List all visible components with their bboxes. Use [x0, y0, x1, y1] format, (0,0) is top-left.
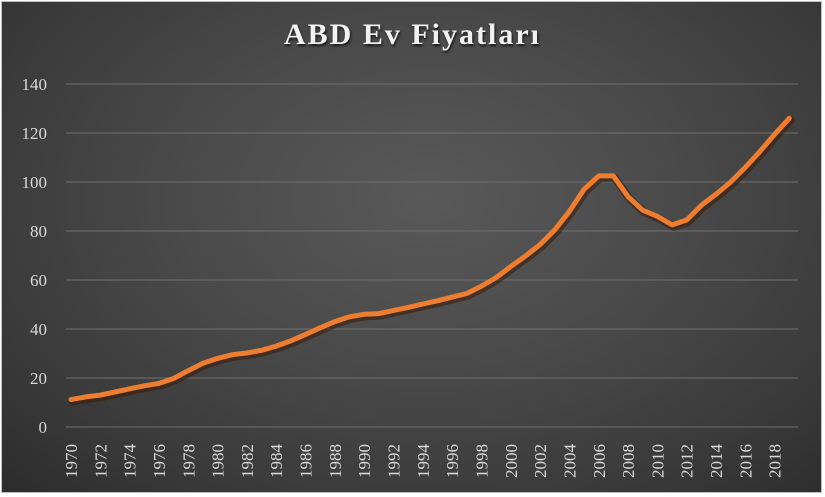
- x-tick-label: 2018: [766, 444, 785, 478]
- y-tick-label: 40: [30, 320, 47, 339]
- x-tick-label: 1998: [472, 444, 491, 478]
- x-tick-label: 2004: [560, 444, 579, 479]
- x-axis-ticks: 1970 1972 1974 1976 1978 1980 1982 1984 1986 1988…: [62, 444, 785, 479]
- x-tick-label: 2010: [648, 444, 667, 478]
- x-tick-label: 1988: [326, 444, 345, 478]
- y-tick-label: 100: [22, 173, 48, 192]
- chart-title: ABD Ev Fiyatları: [284, 18, 541, 51]
- x-tick-label: 2008: [619, 444, 638, 478]
- x-tick-label: 1982: [238, 444, 257, 478]
- x-tick-label: 1990: [355, 444, 374, 478]
- x-tick-label: 1992: [385, 444, 404, 478]
- x-tick-label: 1974: [121, 444, 140, 479]
- x-tick-label: 1994: [414, 444, 433, 479]
- series-line-shadow: [68, 116, 795, 406]
- x-tick-label: 2000: [502, 444, 521, 478]
- y-tick-label: 60: [30, 271, 47, 290]
- x-tick-label: 2012: [678, 444, 697, 478]
- x-tick-label: 1972: [91, 444, 110, 478]
- x-tick-label: 2002: [531, 444, 550, 478]
- x-tick-label: 1970: [62, 444, 81, 478]
- x-tick-label: 1976: [150, 444, 169, 478]
- x-tick-label: 2006: [590, 444, 609, 478]
- x-tick-label: 1986: [297, 444, 316, 478]
- x-tick-label: 1996: [443, 444, 462, 478]
- y-tick-label: 20: [30, 369, 47, 388]
- x-tick-label: 1978: [179, 444, 198, 478]
- series-line-house-prices: [68, 115, 792, 403]
- y-tick-label: 0: [39, 418, 48, 437]
- y-tick-label: 120: [22, 124, 48, 143]
- x-tick-label: 2014: [707, 444, 726, 479]
- x-tick-label: 1984: [267, 444, 286, 479]
- x-tick-label: 1980: [209, 444, 228, 478]
- y-tick-label: 140: [22, 75, 48, 94]
- y-tick-label: 80: [30, 222, 47, 241]
- y-axis-ticks: 0 20 40 60 80 100 120 140: [22, 75, 48, 437]
- x-tick-label: 2016: [736, 444, 755, 478]
